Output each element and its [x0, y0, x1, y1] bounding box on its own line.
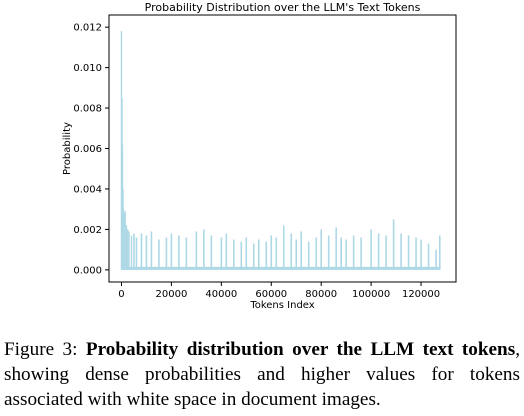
x-axis: 0 20000 40000 60000 80000 100000 120000: [118, 282, 440, 300]
y-tick-label: 0.008: [73, 104, 102, 115]
x-tick-label: 120000: [402, 289, 440, 300]
y-tick-label: 0.006: [73, 144, 102, 155]
plot-frame: [108, 14, 457, 283]
chart-title: Probability Distribution over the LLM's …: [145, 1, 421, 14]
x-tick-label: 40000: [205, 289, 237, 300]
x-tick-label: 0: [118, 289, 124, 300]
x-tick-label: 20000: [156, 289, 188, 300]
caption-bold: Probability distribution over the LLM te…: [85, 339, 516, 360]
chart-svg: Probability Distribution over the LLM's …: [62, 1, 457, 311]
y-tick-label: 0.010: [73, 63, 102, 74]
x-tick-label: 80000: [305, 289, 337, 300]
y-tick-label: 0.002: [73, 225, 102, 236]
chart: Probability Distribution over the LLM's …: [62, 1, 457, 311]
y-axis-label: Probability: [62, 122, 73, 175]
y-tick-label: 0.000: [73, 265, 102, 276]
y-tick-label: 0.004: [73, 184, 102, 195]
figure-caption: Figure 3: Probability distribution over …: [4, 337, 520, 412]
x-axis-label: Tokens Index: [249, 300, 314, 311]
bar-baseline-band: [121, 266, 440, 270]
caption-prefix: Figure 3:: [4, 339, 86, 360]
y-tick-label: 0.012: [73, 23, 102, 34]
y-axis: 0.000 0.002 0.004 0.006 0.008 0.010 0.012: [73, 23, 109, 276]
x-tick-label: 100000: [352, 289, 390, 300]
bars: [120, 31, 441, 270]
x-tick-label: 60000: [255, 289, 287, 300]
caption-rest: , showing dense probabilities and higher…: [4, 339, 520, 410]
